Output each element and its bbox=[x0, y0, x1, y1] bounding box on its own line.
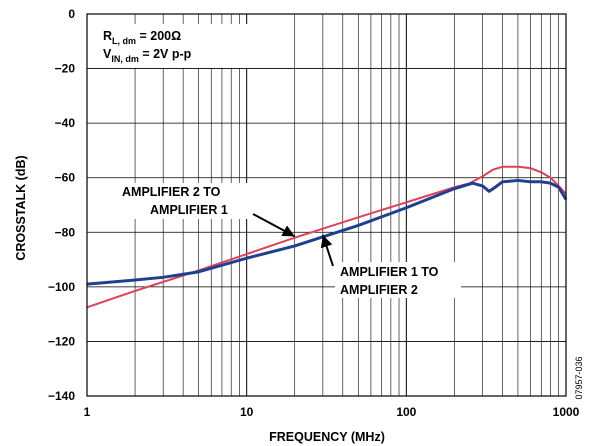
y-tick-labels: 0 −20 −40 −60 −80 −100 −120 −140 bbox=[48, 7, 75, 403]
grid-lines bbox=[87, 14, 566, 396]
annotation-text: AMPLIFIER 2 bbox=[340, 283, 418, 297]
condition-input: VIN, dm = 2V p-p bbox=[103, 47, 192, 64]
test-conditions: RL, dm = 200Ω VIN, dm = 2V p-p bbox=[99, 24, 259, 68]
x-tick-labels: 1 10 100 1000 bbox=[84, 405, 580, 419]
annotation-background bbox=[118, 183, 258, 219]
series-amp2-to-amp1 bbox=[86, 165, 567, 309]
condition-load: RL, dm = 200Ω bbox=[103, 29, 181, 46]
figure-id: 07957-036 bbox=[574, 356, 584, 399]
x-tick-label: 10 bbox=[240, 405, 254, 419]
annotation-text: AMPLIFIER 1 TO bbox=[340, 265, 439, 279]
series-amp1-to-amp2 bbox=[86, 178, 568, 286]
annotation-text: AMPLIFIER 1 bbox=[150, 203, 228, 217]
y-tick-label: −120 bbox=[48, 334, 75, 348]
series-layer bbox=[86, 165, 568, 309]
annotation-background bbox=[335, 262, 461, 298]
plot-frame bbox=[86, 13, 567, 397]
y-tick-label: −60 bbox=[55, 171, 76, 185]
y-tick-label: −20 bbox=[55, 62, 76, 76]
x-tick-label: 1 bbox=[84, 405, 91, 419]
y-tick-label: −100 bbox=[48, 280, 75, 294]
y-tick-label: −40 bbox=[55, 116, 76, 130]
conditions-box bbox=[99, 24, 259, 68]
annotation-amp1-to-amp2: AMPLIFIER 1 TO AMPLIFIER 2 bbox=[320, 234, 461, 298]
annotation-text: AMPLIFIER 2 TO bbox=[122, 185, 221, 199]
x-tick-label: 1000 bbox=[553, 405, 580, 419]
y-tick-label: −140 bbox=[48, 389, 75, 403]
y-tick-label: 0 bbox=[68, 7, 75, 21]
y-axis-label: CROSSTALK (dB) bbox=[14, 155, 28, 260]
annotation-amp2-to-amp1: AMPLIFIER 2 TO AMPLIFIER 1 bbox=[118, 183, 296, 238]
annotation-arrow bbox=[320, 234, 334, 267]
x-tick-label: 100 bbox=[396, 405, 416, 419]
x-axis-label: FREQUENCY (MHz) bbox=[269, 430, 385, 444]
y-tick-label: −80 bbox=[55, 225, 76, 239]
annotation-arrow bbox=[252, 213, 296, 238]
